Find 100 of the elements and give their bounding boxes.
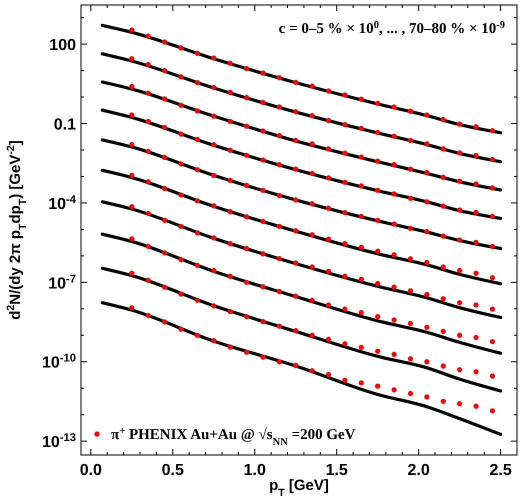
point bbox=[260, 70, 266, 76]
point bbox=[391, 104, 397, 110]
point bbox=[293, 260, 298, 266]
point bbox=[310, 112, 315, 118]
point bbox=[391, 162, 397, 168]
point bbox=[244, 246, 250, 252]
point bbox=[375, 218, 380, 223]
point bbox=[211, 268, 216, 274]
point bbox=[342, 241, 348, 246]
point bbox=[424, 112, 430, 118]
point bbox=[228, 241, 233, 246]
point bbox=[358, 344, 364, 350]
point bbox=[293, 80, 298, 85]
point bbox=[375, 188, 380, 193]
point bbox=[342, 341, 348, 346]
x-tick-label: 1.5 bbox=[326, 462, 348, 479]
point bbox=[490, 306, 496, 312]
point bbox=[424, 141, 430, 146]
point bbox=[408, 390, 414, 396]
point bbox=[490, 275, 496, 280]
point bbox=[490, 244, 496, 249]
point bbox=[473, 334, 479, 340]
point bbox=[440, 296, 446, 302]
point bbox=[178, 74, 184, 80]
point bbox=[342, 274, 348, 279]
point bbox=[408, 166, 414, 172]
point bbox=[473, 404, 479, 409]
point bbox=[310, 201, 315, 206]
point bbox=[211, 235, 216, 240]
point bbox=[490, 373, 496, 379]
point bbox=[228, 90, 233, 95]
point bbox=[391, 317, 397, 323]
point bbox=[457, 237, 462, 243]
point bbox=[260, 128, 266, 134]
point bbox=[162, 186, 168, 192]
point bbox=[326, 146, 332, 152]
point bbox=[457, 268, 462, 274]
point bbox=[326, 372, 332, 378]
point bbox=[162, 124, 168, 130]
point bbox=[342, 150, 348, 156]
point bbox=[473, 210, 479, 215]
point bbox=[424, 228, 430, 234]
y-tick-label: 0.1 bbox=[54, 116, 76, 134]
point bbox=[162, 68, 168, 74]
line-series bbox=[100, 232, 502, 355]
point bbox=[146, 210, 151, 216]
point bbox=[440, 328, 446, 334]
point bbox=[211, 114, 216, 119]
point bbox=[424, 260, 430, 266]
point bbox=[326, 302, 332, 308]
point bbox=[490, 185, 496, 190]
point bbox=[391, 352, 397, 357]
line-series bbox=[100, 80, 502, 192]
point bbox=[129, 112, 134, 118]
point bbox=[244, 314, 250, 320]
point bbox=[194, 50, 200, 56]
point bbox=[162, 39, 168, 45]
point bbox=[391, 221, 397, 227]
point bbox=[178, 131, 184, 137]
point bbox=[408, 138, 414, 144]
point bbox=[310, 298, 315, 303]
point bbox=[358, 154, 364, 160]
point bbox=[408, 256, 414, 262]
point bbox=[457, 150, 462, 156]
point bbox=[228, 308, 233, 314]
point bbox=[490, 408, 496, 414]
point bbox=[146, 148, 151, 154]
point bbox=[457, 207, 462, 213]
point bbox=[194, 198, 200, 204]
point bbox=[146, 90, 151, 96]
point bbox=[440, 203, 446, 209]
point bbox=[276, 192, 282, 198]
point bbox=[178, 161, 184, 166]
x-tick-label: 0.0 bbox=[80, 462, 102, 479]
point bbox=[162, 250, 168, 256]
point bbox=[326, 206, 332, 211]
point bbox=[408, 196, 414, 201]
point bbox=[178, 224, 184, 229]
point bbox=[424, 324, 430, 330]
point bbox=[276, 288, 282, 294]
point bbox=[375, 348, 380, 354]
point bbox=[211, 142, 216, 148]
point bbox=[473, 124, 479, 130]
point bbox=[162, 319, 168, 325]
point bbox=[244, 350, 250, 355]
point bbox=[228, 60, 233, 66]
point bbox=[276, 224, 282, 229]
point bbox=[129, 236, 134, 242]
point bbox=[440, 264, 446, 270]
point bbox=[146, 118, 151, 124]
point bbox=[358, 214, 364, 219]
point bbox=[129, 204, 134, 210]
point bbox=[194, 262, 200, 268]
point bbox=[440, 233, 446, 239]
point bbox=[293, 362, 298, 368]
point bbox=[211, 55, 216, 61]
point bbox=[326, 88, 332, 94]
point bbox=[260, 354, 266, 360]
point bbox=[358, 276, 364, 282]
point bbox=[211, 172, 216, 178]
